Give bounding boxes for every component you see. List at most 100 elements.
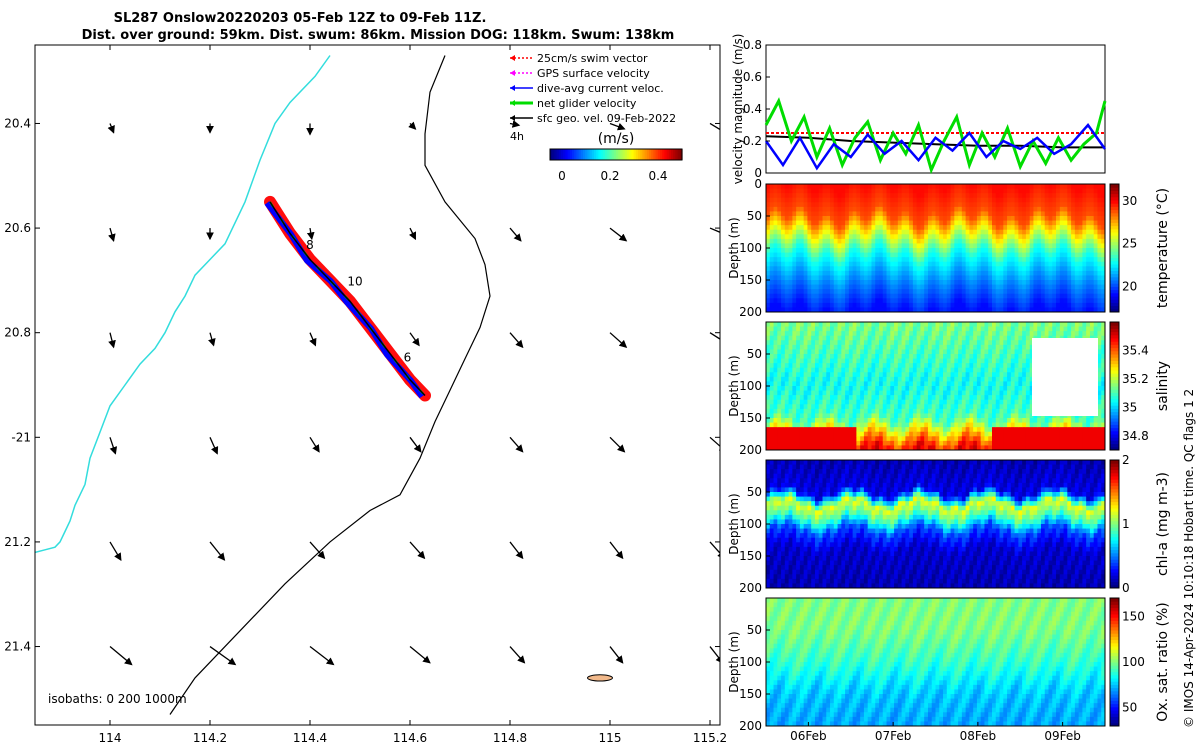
section-cell (830, 440, 835, 446)
section-cell (939, 202, 944, 208)
section-cell (905, 202, 910, 208)
section-cell (886, 363, 891, 369)
section-cell (909, 270, 914, 276)
section-cell (1048, 243, 1053, 249)
section-cell (860, 293, 865, 299)
section-cell (811, 220, 816, 226)
section-cell (897, 340, 903, 346)
section-cell (837, 340, 842, 346)
section-cell (796, 408, 801, 414)
section-cell (1056, 298, 1061, 304)
section-cell (845, 202, 850, 208)
section-cell (1040, 238, 1046, 244)
section-cell (1097, 261, 1102, 267)
section-cell (1082, 270, 1087, 276)
section-cell (867, 202, 872, 208)
section-cell (1086, 234, 1091, 240)
section-cell (871, 225, 876, 231)
section-cell (882, 440, 888, 446)
section-cell (912, 188, 918, 194)
section-cell (1033, 257, 1038, 263)
section-cell (976, 344, 982, 350)
section-cell (890, 344, 895, 350)
section-cell (1014, 427, 1019, 433)
section-cell (1025, 216, 1031, 222)
section-cell (920, 252, 925, 258)
section-cell (1059, 280, 1065, 286)
section-cell (1048, 266, 1053, 272)
section-cell (871, 275, 876, 281)
section-cell (950, 399, 955, 405)
section-cell (860, 261, 865, 267)
section-cell (1018, 220, 1023, 226)
section-cell (969, 225, 974, 231)
section-cell (811, 408, 816, 414)
section-cell (1059, 206, 1065, 212)
section-cell (1003, 220, 1008, 226)
section-cell (882, 354, 888, 360)
section-cell (867, 408, 872, 414)
section-cell (777, 436, 782, 442)
section-cell (931, 284, 936, 290)
section-cell (954, 248, 959, 254)
section-cell (988, 349, 993, 355)
section-cell (818, 381, 823, 387)
section-cell (799, 340, 805, 346)
section-cell (946, 335, 952, 341)
section-cell (999, 293, 1004, 299)
section-cell (852, 216, 857, 222)
section-cell (920, 408, 925, 414)
section-cell (773, 431, 778, 437)
section-cell (890, 390, 895, 396)
section-cell (875, 206, 880, 212)
section-cell (984, 340, 989, 346)
section-cell (781, 399, 786, 405)
section-cell (920, 427, 925, 433)
section-cell (1071, 202, 1076, 208)
section-cell (946, 248, 952, 254)
section-cell (961, 206, 967, 212)
section-cell (992, 340, 997, 346)
section-cell (1037, 234, 1042, 240)
section-cell (999, 372, 1004, 378)
section-cell (837, 270, 842, 276)
section-cell (984, 322, 989, 328)
section-cell (984, 270, 989, 276)
section-cell (807, 261, 812, 267)
section-cell (1063, 248, 1068, 254)
section-cell (920, 302, 925, 308)
section-cell (901, 436, 906, 442)
section-cell (976, 270, 982, 276)
section-cell (1071, 280, 1076, 286)
section-cell (852, 431, 857, 437)
section-cell (958, 431, 963, 437)
section-cell (822, 275, 827, 281)
section-cell (879, 418, 884, 424)
section-cell (1022, 289, 1027, 295)
section-cell (980, 326, 985, 332)
section-cell (796, 404, 801, 410)
section-cell (943, 252, 948, 258)
geo-velocity-arrow (409, 227, 416, 241)
section-cell (818, 372, 823, 378)
section-cell (1007, 399, 1012, 405)
section-cell (935, 289, 940, 295)
section-cell (1086, 211, 1091, 217)
section-cell (976, 422, 982, 428)
section-cell (1052, 270, 1057, 276)
section-cell (841, 349, 846, 355)
section-cell (992, 445, 997, 451)
section-cell (1003, 413, 1008, 419)
section-cell (999, 395, 1004, 401)
section-cell (788, 257, 793, 263)
section-cell (781, 408, 786, 414)
section-cell (856, 349, 861, 355)
section-cell (811, 440, 816, 446)
section-cell (1014, 372, 1019, 378)
section-cell (958, 220, 963, 226)
section-cell (935, 298, 940, 304)
section-cell (841, 238, 846, 244)
section-cell (916, 261, 921, 267)
section-cell (980, 358, 985, 364)
